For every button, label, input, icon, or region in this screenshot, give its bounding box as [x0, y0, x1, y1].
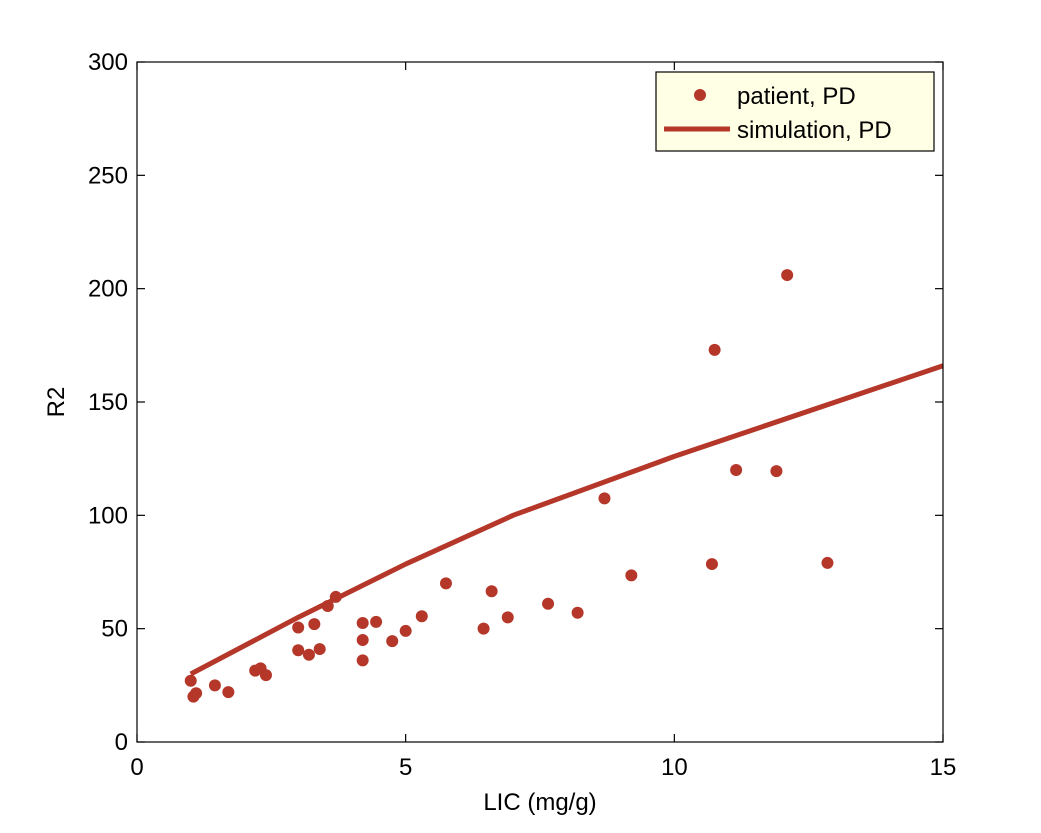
- y-tick-label: 150: [88, 389, 128, 416]
- patient-point: [625, 569, 638, 582]
- simulation-line: [189, 363, 944, 677]
- patient-point: [302, 648, 315, 661]
- patient-point: [708, 343, 721, 356]
- y-tick-label: 100: [88, 502, 128, 529]
- legend-marker-patient: [694, 89, 706, 101]
- x-tick-label: 10: [661, 754, 688, 781]
- patient-point: [571, 606, 584, 619]
- patient-point: [292, 621, 305, 634]
- patient-point: [770, 465, 783, 478]
- patient-point: [542, 597, 555, 610]
- patient-point: [386, 635, 399, 648]
- y-tick-label: 0: [115, 729, 128, 756]
- patient-point: [313, 643, 326, 656]
- patient-point: [184, 674, 197, 687]
- y-tick-label: 50: [101, 616, 128, 643]
- legend-label-patient: patient, PD: [737, 83, 856, 110]
- patient-point: [439, 577, 452, 590]
- patient-point: [477, 622, 490, 635]
- patient-point: [356, 654, 369, 667]
- y-tick-label: 250: [88, 162, 128, 189]
- patient-point: [356, 617, 369, 629]
- patient-point: [485, 585, 498, 598]
- patient-point: [821, 556, 834, 569]
- patient-point: [598, 492, 611, 505]
- y-tick-label: 300: [88, 49, 128, 76]
- x-axis-label: LIC (mg/g): [483, 789, 596, 816]
- patient-point: [308, 618, 321, 631]
- x-tick-label: 0: [130, 754, 143, 781]
- x-tick-label: 15: [930, 754, 957, 781]
- legend: patient, PD simulation, PD: [655, 71, 935, 152]
- plot-area: [137, 62, 943, 742]
- y-ticks: 0 50 100 150 200 250 300: [88, 49, 943, 756]
- patient-point: [705, 558, 718, 571]
- legend-box: [655, 71, 935, 152]
- patient-point: [222, 686, 235, 699]
- y-axis-label: R2: [43, 387, 70, 418]
- patient-point: [259, 669, 272, 682]
- y-tick-label: 200: [88, 276, 128, 303]
- patient-point: [399, 624, 412, 637]
- patient-point: [501, 611, 514, 624]
- series-layer: [184, 269, 944, 703]
- legend-label-simulation: simulation, PD: [737, 117, 892, 144]
- patient-point: [292, 644, 305, 657]
- patient-point: [356, 634, 369, 646]
- patient-point: [781, 269, 794, 282]
- x-tick-label: 5: [399, 754, 412, 781]
- plot-frame: [136, 61, 944, 743]
- patient-point: [730, 464, 743, 476]
- patient-point: [415, 610, 428, 623]
- patient-point: [208, 679, 221, 692]
- patient-point: [190, 687, 203, 700]
- patient-point: [370, 615, 383, 628]
